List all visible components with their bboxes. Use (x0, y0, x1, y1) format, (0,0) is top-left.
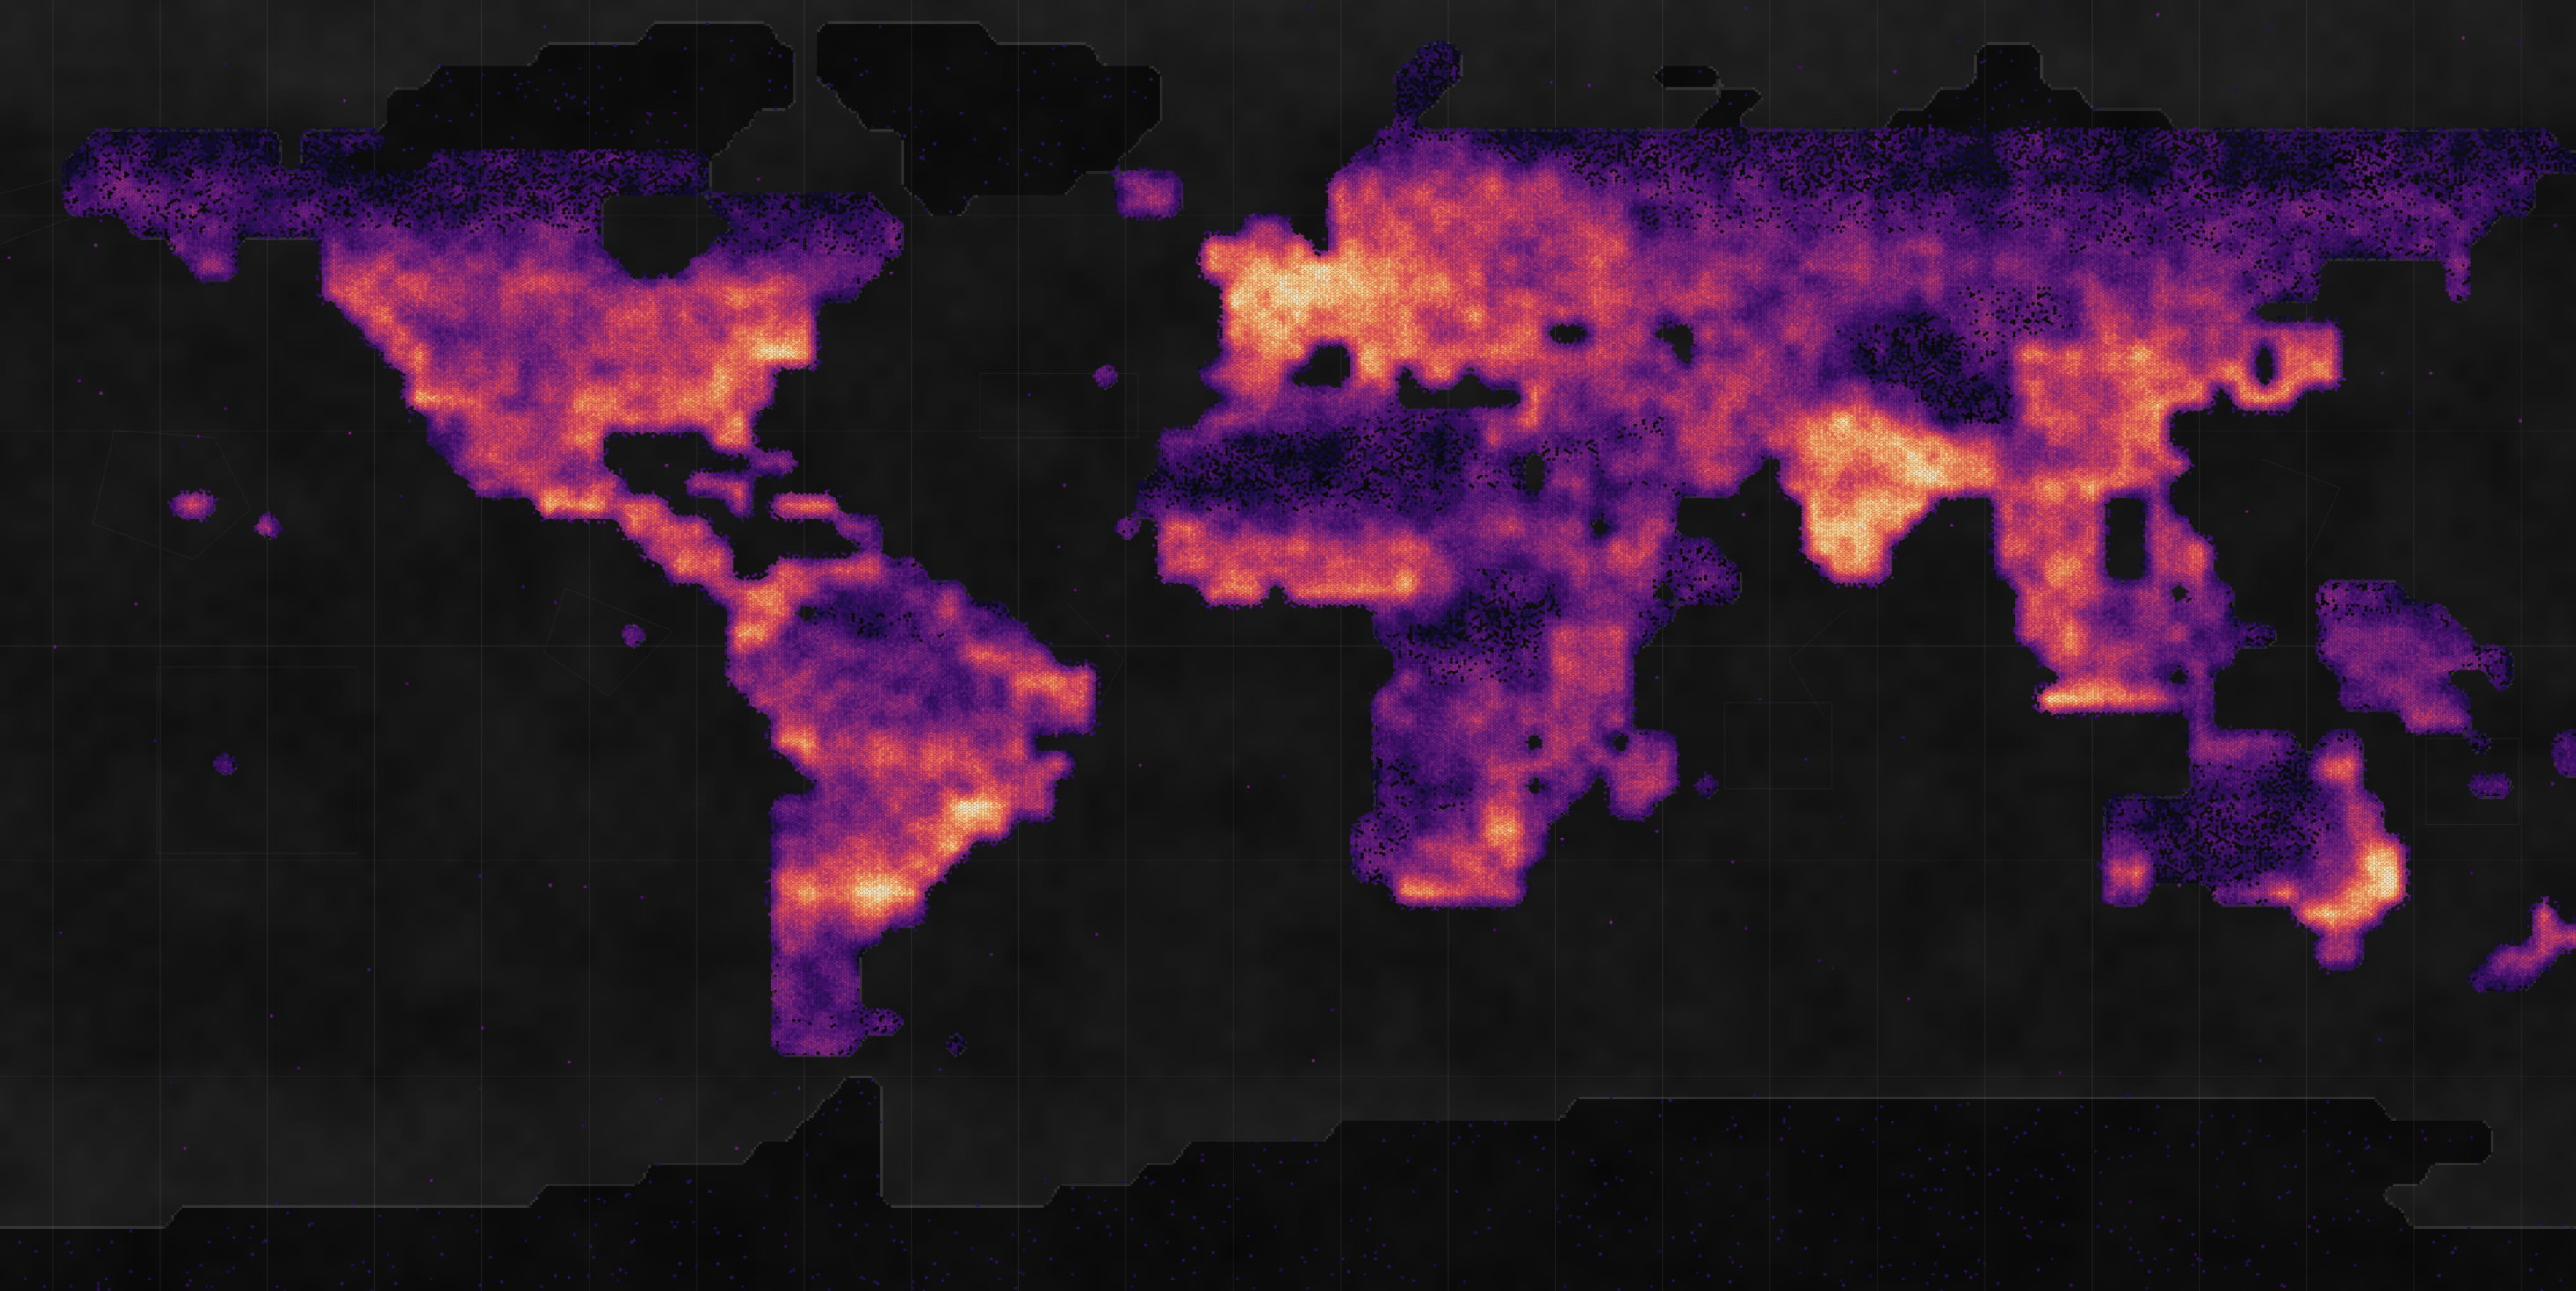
world-heatmap-canvas[interactable] (0, 0, 2576, 1291)
world-density-map (0, 0, 2576, 1291)
